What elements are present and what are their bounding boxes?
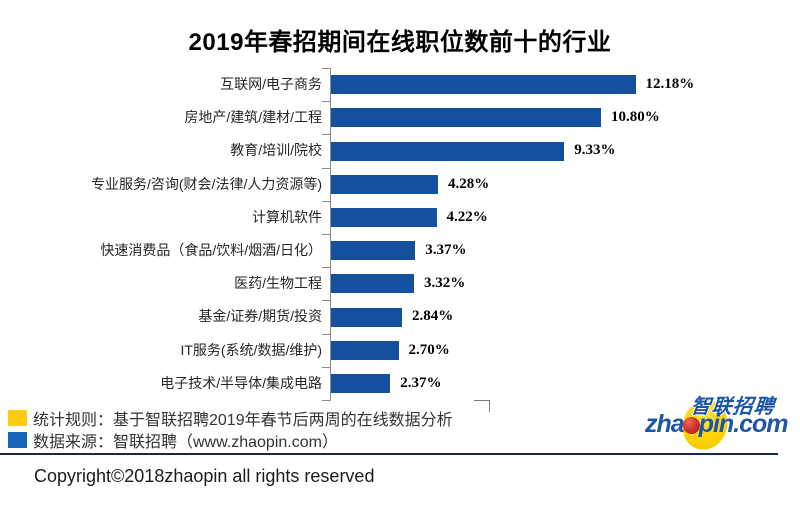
axis-tick [322, 167, 330, 169]
bar [331, 207, 437, 227]
value-label: 4.28% [448, 175, 490, 192]
logo-text-prefix: zha [645, 410, 685, 438]
category-label: 互联网/电子商务 [220, 76, 322, 92]
category-label: 教育/培训/院校 [230, 142, 322, 159]
logo-red-dot-icon [682, 417, 700, 434]
bar [331, 75, 636, 95]
bar [331, 241, 416, 261]
category-label: 计算机软件 [252, 208, 322, 225]
axis-tick [322, 68, 330, 69]
note-text: 统计规则：基于智联招聘2019年春节后两周的在线数据分析 [33, 412, 453, 429]
bar [331, 373, 391, 393]
footnotes: 统计规则：基于智联招聘2019年春节后两周的在线数据分析 数据来源：智联招聘（w… [8, 407, 453, 451]
axis-tick [322, 300, 330, 302]
category-label: 专业服务/咨询(财会/法律/人力资源等) [91, 175, 322, 192]
category-label: 医药/生物工程 [234, 275, 322, 292]
bar-chart-plot: 互联网/电子商务 12.18% 房地产/建筑/建材/工程 10.80% 教育/培训/院校… [0, 68, 800, 401]
chart-title: 2019年春招期间在线职位数前十的行业 [188, 29, 612, 56]
axis-tick [322, 366, 330, 368]
value-label: 3.37% [425, 242, 467, 258]
note-row-rule: 统计规则：基于智联招聘2019年春节后两周的在线数据分析 [8, 407, 453, 429]
category-label: IT服务(系统/数据/维护) [180, 341, 322, 358]
category-axis-line [330, 68, 331, 401]
category-label: 房地产/建筑/建材/工程 [184, 109, 322, 126]
value-label: 4.22% [446, 208, 488, 225]
axis-tick [322, 134, 330, 136]
note-text: 数据来源：智联招聘（www.zhaopin.com） [33, 434, 338, 451]
blue-square-marker [8, 432, 27, 448]
divider-line [0, 453, 778, 455]
yellow-square-marker [8, 410, 27, 426]
bar [331, 174, 438, 194]
textbox-corner-mark [474, 400, 490, 412]
category-label: 快速消费品（食品/饮料/烟酒/日化） [100, 242, 322, 258]
copyright-text: Copyright©2018zhaopin all rights reserve… [34, 466, 375, 486]
axis-tick [322, 267, 330, 269]
bar [331, 108, 601, 128]
category-label: 电子技术/半导体/集成电路 [160, 374, 322, 391]
value-label: 2.37% [400, 374, 442, 391]
value-label: 3.32% [424, 275, 466, 292]
value-label: 2.84% [412, 308, 454, 325]
bar [331, 141, 565, 161]
bar [331, 340, 399, 360]
axis-tick [322, 400, 330, 401]
zhaopin-logo: 智联招聘 zha pin.com [645, 388, 797, 457]
axis-tick [322, 234, 330, 235]
note-row-source: 数据来源：智联招聘（www.zhaopin.com） [8, 429, 453, 451]
axis-tick [322, 333, 330, 335]
logo-text-suffix: pin.com [698, 410, 789, 438]
axis-tick [322, 101, 330, 103]
logo-domain-text: zha pin.com [645, 410, 789, 439]
bar [331, 274, 414, 294]
bar [331, 307, 402, 327]
category-label: 基金/证券/期货/投资 [198, 308, 322, 325]
value-label: 12.18% [645, 76, 695, 92]
value-label: 10.80% [611, 109, 660, 126]
value-label: 9.33% [574, 142, 616, 159]
value-label: 2.70% [408, 341, 450, 358]
axis-tick [322, 200, 330, 202]
